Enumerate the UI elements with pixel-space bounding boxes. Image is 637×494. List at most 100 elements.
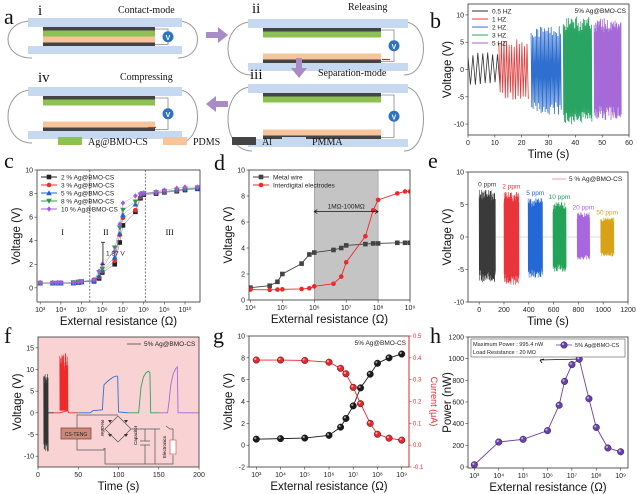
data-point-highlight [351,385,354,388]
legend-entry: 1 HZ [472,16,506,23]
series-label: 50 ppm [596,210,618,217]
annotation-box [470,338,626,358]
x-tick-label: 10⁴ [245,305,256,312]
data-point [112,261,118,267]
schematic-diagram: V V V Vi Contact-mode ii Releasing iii Separatio… [7,1,424,152]
legend-label: PMMA [312,137,343,148]
x-tick-label: 1000 [595,307,611,314]
data-point [311,284,317,289]
waveform-burst-1 [59,353,69,411]
legend-entry: 3 HZ [472,32,506,39]
waveform-0.5-hz [468,52,501,86]
x-tick-label: 10⁵ [76,307,87,314]
legend-swatch [232,137,256,145]
series-2 [78,375,129,414]
data-point [337,423,345,431]
y-tick-label: 2 [29,262,33,269]
data-point-highlight [594,425,597,428]
diode-icon [124,420,128,423]
data-point [495,438,503,446]
annotation-line: Maximum Power : 995.4 nW [473,342,544,348]
x-tick-label: 10⁸ [373,305,384,312]
voltmeter-icon [388,40,400,52]
y-tick-label: 8 [241,355,245,362]
plot-area [43,353,199,452]
data-point-highlight [586,396,590,399]
source-box [60,427,92,440]
data-point-highlight [562,379,565,382]
data-point-highlight [278,436,281,439]
range-label: 1MΩ-100MΩ [328,204,365,211]
x-axis-label: Time (s) [527,316,569,328]
data-point [363,241,368,247]
data-point-highlight [326,433,330,436]
plot-area [249,170,410,300]
y-tick-label: 10 [237,168,245,175]
y-tick-label: 6 [241,220,245,227]
chart-panel-b: 0 10 20 30 40 50 60 -10 -5 0 5 10 Time (s) Voltage (V… [442,3,633,161]
diode-icon [108,434,112,437]
data-point [337,364,345,372]
legend-entry: 3 % Ag@BMO-CS [41,182,115,189]
data-point [375,241,381,246]
data-point [592,423,600,431]
y-tick-label: 5 [460,202,464,209]
data-point [117,221,123,228]
panel-label-e: e [428,148,438,173]
data-point [277,356,285,364]
x-axis-label: Time (s) [98,481,140,493]
arrow-right-icon [206,27,228,43]
legend-item-1: PDMS [163,137,220,148]
x-tick-label: 1200 [620,307,636,314]
voltmeter-label: V [166,35,171,42]
data-point [343,243,349,248]
legend-label: 1 HZ [492,16,506,23]
legend-label: 0.5 HZ [492,8,512,15]
data-point-highlight [521,437,524,440]
data-point [299,261,304,266]
data-point [307,252,312,257]
series-1 [54,410,79,414]
x-tick-label: 10⁶ [309,305,320,312]
y-tick-label: -5 [28,432,34,439]
data-point [258,174,264,180]
data-point-highlight [351,403,354,406]
series-current [252,356,406,444]
x-tick-label: 10⁴ [55,307,66,314]
y-tick-label: 0 [460,464,464,471]
legend-label: PDMS [193,137,220,148]
data-point [331,281,336,287]
waveform-2-ppm [503,191,520,285]
data-point [76,279,81,285]
legend-label: 5 % Ag@BMO-CS [569,176,623,183]
data-point [267,283,272,288]
arrow-left-icon [206,96,228,112]
series-line [250,242,410,289]
data-point-highlight [338,425,341,428]
x-axis-label: Time (s) [528,149,570,161]
x-tick-label: 10⁶ [542,473,553,480]
al-bottom [43,127,155,131]
legend-entry: 5 HZ [472,40,506,47]
load-resistor-icon [169,439,177,455]
data-point [275,279,280,285]
x-tick-label: 10⁷ [348,472,359,479]
legend-label: 2 HZ [492,24,506,31]
data-point [617,448,625,456]
data-point [120,211,126,218]
plot-area [478,189,615,285]
data-point-highlight [358,385,361,388]
x-tick-label: 0 [466,140,470,147]
data-point-highlight [338,366,341,369]
panel-label-b: b [430,8,441,33]
wire-left [7,89,33,144]
voltmeter-label: V [166,112,171,119]
data-point [398,436,406,444]
x-tick-label: 10⁶ [97,307,108,314]
legend-item-3: PMMA [282,137,343,148]
series-4 [158,365,199,414]
y-axis-label: Voltage (V) [442,208,454,265]
waveform-50-ppm [600,217,615,257]
data-point [91,276,97,283]
data-point-highlight [399,438,402,441]
